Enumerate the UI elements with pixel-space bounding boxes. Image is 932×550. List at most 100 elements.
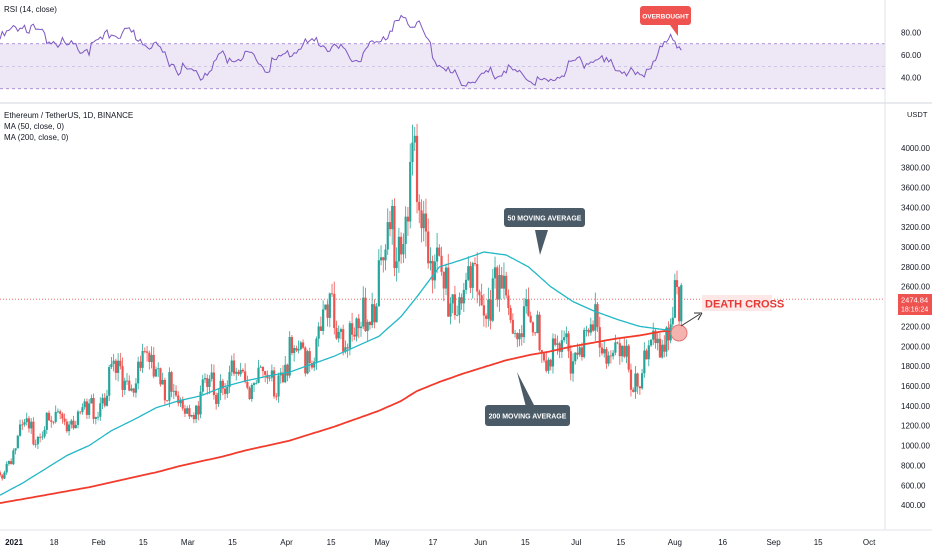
candle-body bbox=[148, 352, 151, 362]
candle-body bbox=[143, 350, 146, 352]
candle-body bbox=[591, 324, 595, 331]
candle-body bbox=[355, 318, 358, 337]
candle-body bbox=[27, 418, 31, 429]
candle-body bbox=[319, 326, 322, 331]
candle-body bbox=[627, 345, 630, 370]
candle-body bbox=[456, 314, 459, 316]
candle-body bbox=[580, 347, 584, 358]
candle-body bbox=[462, 289, 465, 304]
candle-body bbox=[137, 361, 140, 384]
candle-body bbox=[509, 308, 512, 320]
candle-body bbox=[366, 321, 369, 331]
candle-body bbox=[112, 360, 115, 364]
candle-body bbox=[23, 422, 26, 425]
candle-body bbox=[362, 297, 365, 327]
overbought-pointer bbox=[670, 25, 678, 36]
candle-body bbox=[449, 303, 452, 317]
time-axis: 2021 18 Feb 15 Mar 15 Apr 15 May 17 Jun 15 Jul 15 Aug 1… bbox=[5, 538, 876, 547]
price-label-bg bbox=[898, 294, 932, 315]
candle-body bbox=[645, 350, 648, 360]
candle-body bbox=[529, 315, 532, 323]
legend-ma50: MA (50, close, 0) bbox=[4, 122, 65, 131]
candle-body bbox=[232, 360, 236, 374]
candle-body bbox=[18, 424, 22, 436]
price-tick-label: 3200.00 bbox=[901, 223, 930, 232]
candle-body bbox=[518, 333, 521, 340]
candle-body bbox=[638, 386, 641, 389]
candle-body bbox=[43, 429, 46, 437]
ma200-callout: 200 MOVING AVERAGE bbox=[485, 372, 570, 426]
price-tick-label: 3800.00 bbox=[901, 164, 930, 173]
candle-body bbox=[174, 390, 178, 396]
price-label: 2474.84 bbox=[901, 296, 928, 305]
candle-body bbox=[427, 231, 430, 264]
candle-body bbox=[353, 334, 356, 337]
candle-body bbox=[571, 361, 575, 374]
candle-body bbox=[391, 205, 394, 230]
candle-body bbox=[206, 378, 209, 387]
candle-body bbox=[388, 222, 392, 230]
time-tick-label: Oct bbox=[863, 538, 876, 547]
candle-body bbox=[547, 359, 550, 371]
candle-body bbox=[636, 373, 639, 387]
candle-body bbox=[348, 323, 351, 349]
candle-body bbox=[183, 408, 187, 414]
candle-body bbox=[326, 304, 329, 318]
candle-body bbox=[141, 350, 144, 368]
candle-body bbox=[661, 344, 664, 358]
candle-body bbox=[159, 368, 162, 385]
candle-body bbox=[451, 294, 454, 304]
candle-body bbox=[268, 377, 271, 379]
candle-body bbox=[357, 318, 360, 329]
candle-body bbox=[489, 299, 492, 321]
price-tick-label: 1000.00 bbox=[901, 442, 930, 451]
price-tick-label: 1200.00 bbox=[901, 422, 930, 431]
candle-body bbox=[654, 330, 657, 344]
candle-body bbox=[480, 295, 483, 306]
candle-body bbox=[210, 372, 213, 379]
candle-body bbox=[442, 271, 445, 289]
candle-body bbox=[346, 347, 349, 349]
candle-body bbox=[415, 135, 419, 202]
candle-body bbox=[500, 275, 503, 289]
time-tick-label: Mar bbox=[181, 538, 195, 547]
price-axis: 4000.00 3800.00 3600.00 3400.00 3200.00 3000.… bbox=[901, 144, 930, 510]
candle-body bbox=[587, 329, 590, 333]
price-tick-label: 2200.00 bbox=[901, 322, 930, 331]
candle-body bbox=[145, 351, 149, 353]
rsi-legend: RSI (14, close) bbox=[4, 5, 57, 14]
candle-body bbox=[424, 213, 428, 232]
candle-body bbox=[647, 345, 650, 360]
candle-body bbox=[237, 371, 240, 375]
candle-body bbox=[90, 398, 93, 404]
candle-body bbox=[469, 266, 472, 288]
price-tick-label: 600.00 bbox=[901, 481, 926, 490]
candle-body bbox=[212, 372, 216, 396]
candle-body bbox=[5, 463, 8, 473]
candle-body bbox=[47, 412, 51, 421]
candle-body bbox=[281, 372, 285, 383]
time-tick-label: 18 bbox=[50, 538, 59, 547]
candle-body bbox=[34, 444, 37, 446]
candle-body bbox=[241, 369, 244, 372]
candle-body bbox=[585, 329, 588, 331]
candle-body bbox=[337, 331, 340, 339]
candle-body bbox=[607, 355, 610, 364]
candle-body bbox=[150, 354, 153, 362]
candle-body bbox=[418, 201, 421, 211]
candle-body bbox=[61, 413, 64, 419]
candle-body bbox=[313, 361, 316, 368]
candle-body bbox=[498, 275, 501, 300]
candle-body bbox=[39, 436, 42, 438]
candle-body bbox=[103, 397, 106, 406]
rsi-tick-label: 40.00 bbox=[901, 74, 922, 83]
ma200-callout-text: 200 MOVING AVERAGE bbox=[489, 414, 567, 421]
candle-body bbox=[235, 371, 238, 374]
overbought-box bbox=[640, 6, 691, 25]
candle-body bbox=[36, 436, 39, 445]
candle-body bbox=[203, 378, 207, 380]
candle-body bbox=[460, 297, 463, 304]
candle-body bbox=[244, 371, 247, 382]
candle-body bbox=[335, 328, 338, 339]
candle-body bbox=[261, 366, 265, 372]
